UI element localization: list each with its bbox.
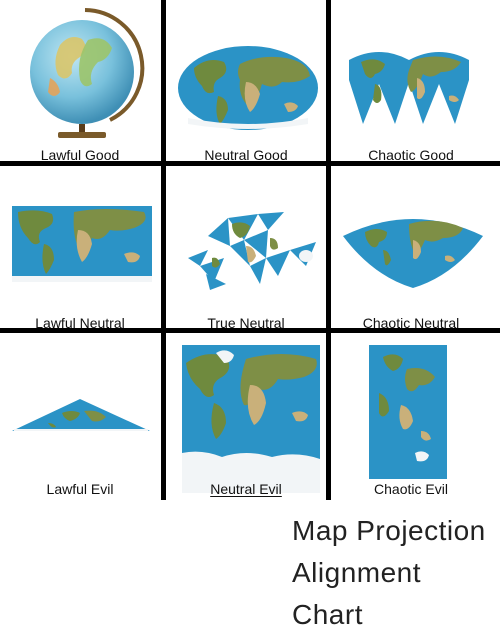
goode-homolosine-map	[349, 52, 469, 124]
alignment-label: Lawful Neutral	[35, 315, 125, 331]
grid-divider-horizontal	[0, 161, 500, 166]
alignment-label: Neutral Good	[204, 147, 288, 163]
cell-chaotic-evil: Chaotic Evil	[331, 333, 491, 497]
winkel-tripel-map	[178, 46, 318, 130]
vertical-map	[369, 345, 447, 479]
equirectangular-map	[12, 206, 152, 282]
chart-caption: Map Projection Alignment Chart	[292, 515, 486, 630]
mercator-map	[182, 345, 320, 493]
lemon-shaped-map	[343, 219, 483, 288]
alignment-grid: Lawful Good Neutral Good Chaotic Good	[0, 0, 500, 500]
cell-neutral-evil: Neutral Evil	[166, 333, 326, 497]
cell-lawful-evil: Lawful Evil	[0, 333, 160, 497]
grid-divider-horizontal	[0, 328, 500, 333]
alignment-label: Lawful Evil	[46, 481, 114, 497]
cell-lawful-good: Lawful Good	[0, 0, 160, 163]
cell-chaotic-neutral: Chaotic Neutral	[331, 166, 491, 331]
alignment-label: Lawful Good	[40, 147, 120, 163]
grid-divider-vertical	[326, 0, 331, 500]
triangle-map	[12, 399, 150, 431]
alignment-label: True Neutral	[207, 315, 285, 331]
cell-lawful-neutral: Lawful Neutral	[0, 166, 160, 331]
alignment-label: Chaotic Good	[368, 147, 454, 163]
cell-chaotic-good: Chaotic Good	[331, 0, 491, 163]
alignment-label: Neutral Evil	[210, 481, 282, 497]
desk-globe-image	[30, 8, 145, 138]
cell-neutral-good: Neutral Good	[166, 0, 326, 163]
cell-true-neutral: True Neutral	[166, 166, 326, 331]
alignment-label: Chaotic Neutral	[362, 315, 460, 331]
dymaxion-map	[188, 212, 316, 290]
alignment-label: Chaotic Evil	[374, 481, 448, 497]
grid-divider-vertical	[161, 0, 166, 500]
